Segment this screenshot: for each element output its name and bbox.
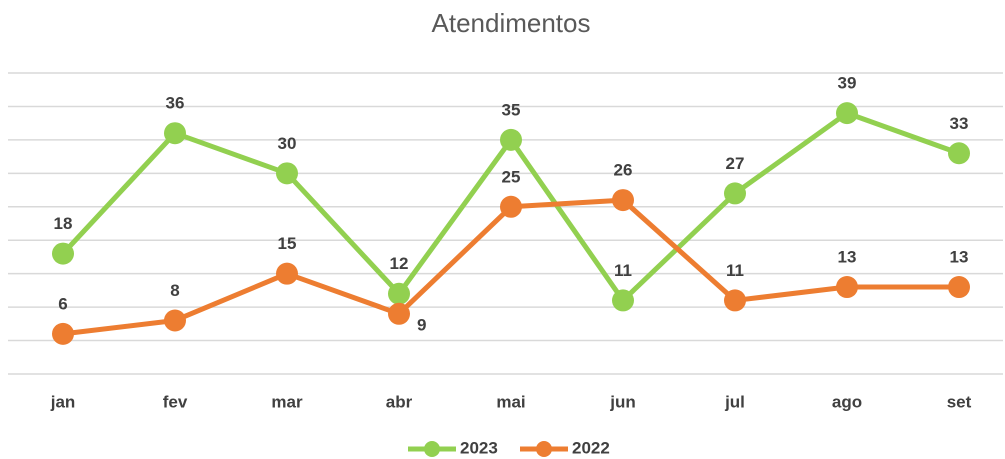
- data-label: 30: [278, 134, 297, 153]
- data-label: 35: [502, 100, 521, 119]
- data-point: [948, 142, 970, 165]
- x-tick-label: abr: [386, 392, 413, 411]
- chart-title: Atendimentos: [432, 8, 591, 38]
- x-tick-label: jun: [609, 392, 636, 411]
- data-label: 26: [614, 161, 633, 180]
- data-point: [276, 262, 298, 285]
- x-tick-label: ago: [832, 392, 862, 411]
- data-label: 25: [502, 167, 521, 186]
- data-label: 11: [614, 261, 632, 280]
- x-tick-label: set: [947, 392, 972, 411]
- data-point: [164, 122, 186, 145]
- legend-label: 2023: [460, 438, 498, 457]
- data-point: [612, 289, 634, 312]
- data-point: [52, 322, 74, 345]
- legend-label: 2022: [572, 438, 610, 457]
- x-tick-label: jan: [50, 392, 76, 411]
- data-point: [276, 162, 298, 185]
- data-point: [724, 289, 746, 312]
- data-point: [500, 128, 522, 151]
- legend-marker: [536, 441, 552, 457]
- x-tick-label: mar: [271, 392, 303, 411]
- data-label: 27: [726, 154, 745, 173]
- data-point: [388, 302, 410, 325]
- data-label: 11: [726, 261, 744, 280]
- data-label: 15: [278, 234, 297, 253]
- x-tick-label: mai: [496, 392, 525, 411]
- data-label: 39: [838, 74, 857, 93]
- data-label: 9: [417, 315, 426, 334]
- data-point: [388, 282, 410, 305]
- data-label: 18: [54, 214, 73, 233]
- legend-marker: [424, 441, 440, 457]
- data-label: 33: [950, 114, 969, 133]
- data-point: [948, 276, 970, 299]
- data-point: [724, 182, 746, 205]
- data-label: 12: [390, 254, 409, 273]
- data-label: 36: [166, 94, 185, 113]
- data-point: [836, 102, 858, 125]
- data-label: 8: [170, 281, 179, 300]
- data-point: [52, 242, 74, 265]
- data-label: 13: [838, 248, 857, 267]
- data-point: [164, 309, 186, 332]
- data-point: [612, 189, 634, 212]
- data-point: [500, 195, 522, 218]
- x-tick-label: fev: [163, 392, 188, 411]
- data-point: [836, 276, 858, 299]
- data-label: 13: [950, 248, 969, 267]
- series-line: [62, 197, 959, 337]
- data-label: 6: [58, 294, 67, 313]
- x-tick-label: jul: [724, 392, 745, 411]
